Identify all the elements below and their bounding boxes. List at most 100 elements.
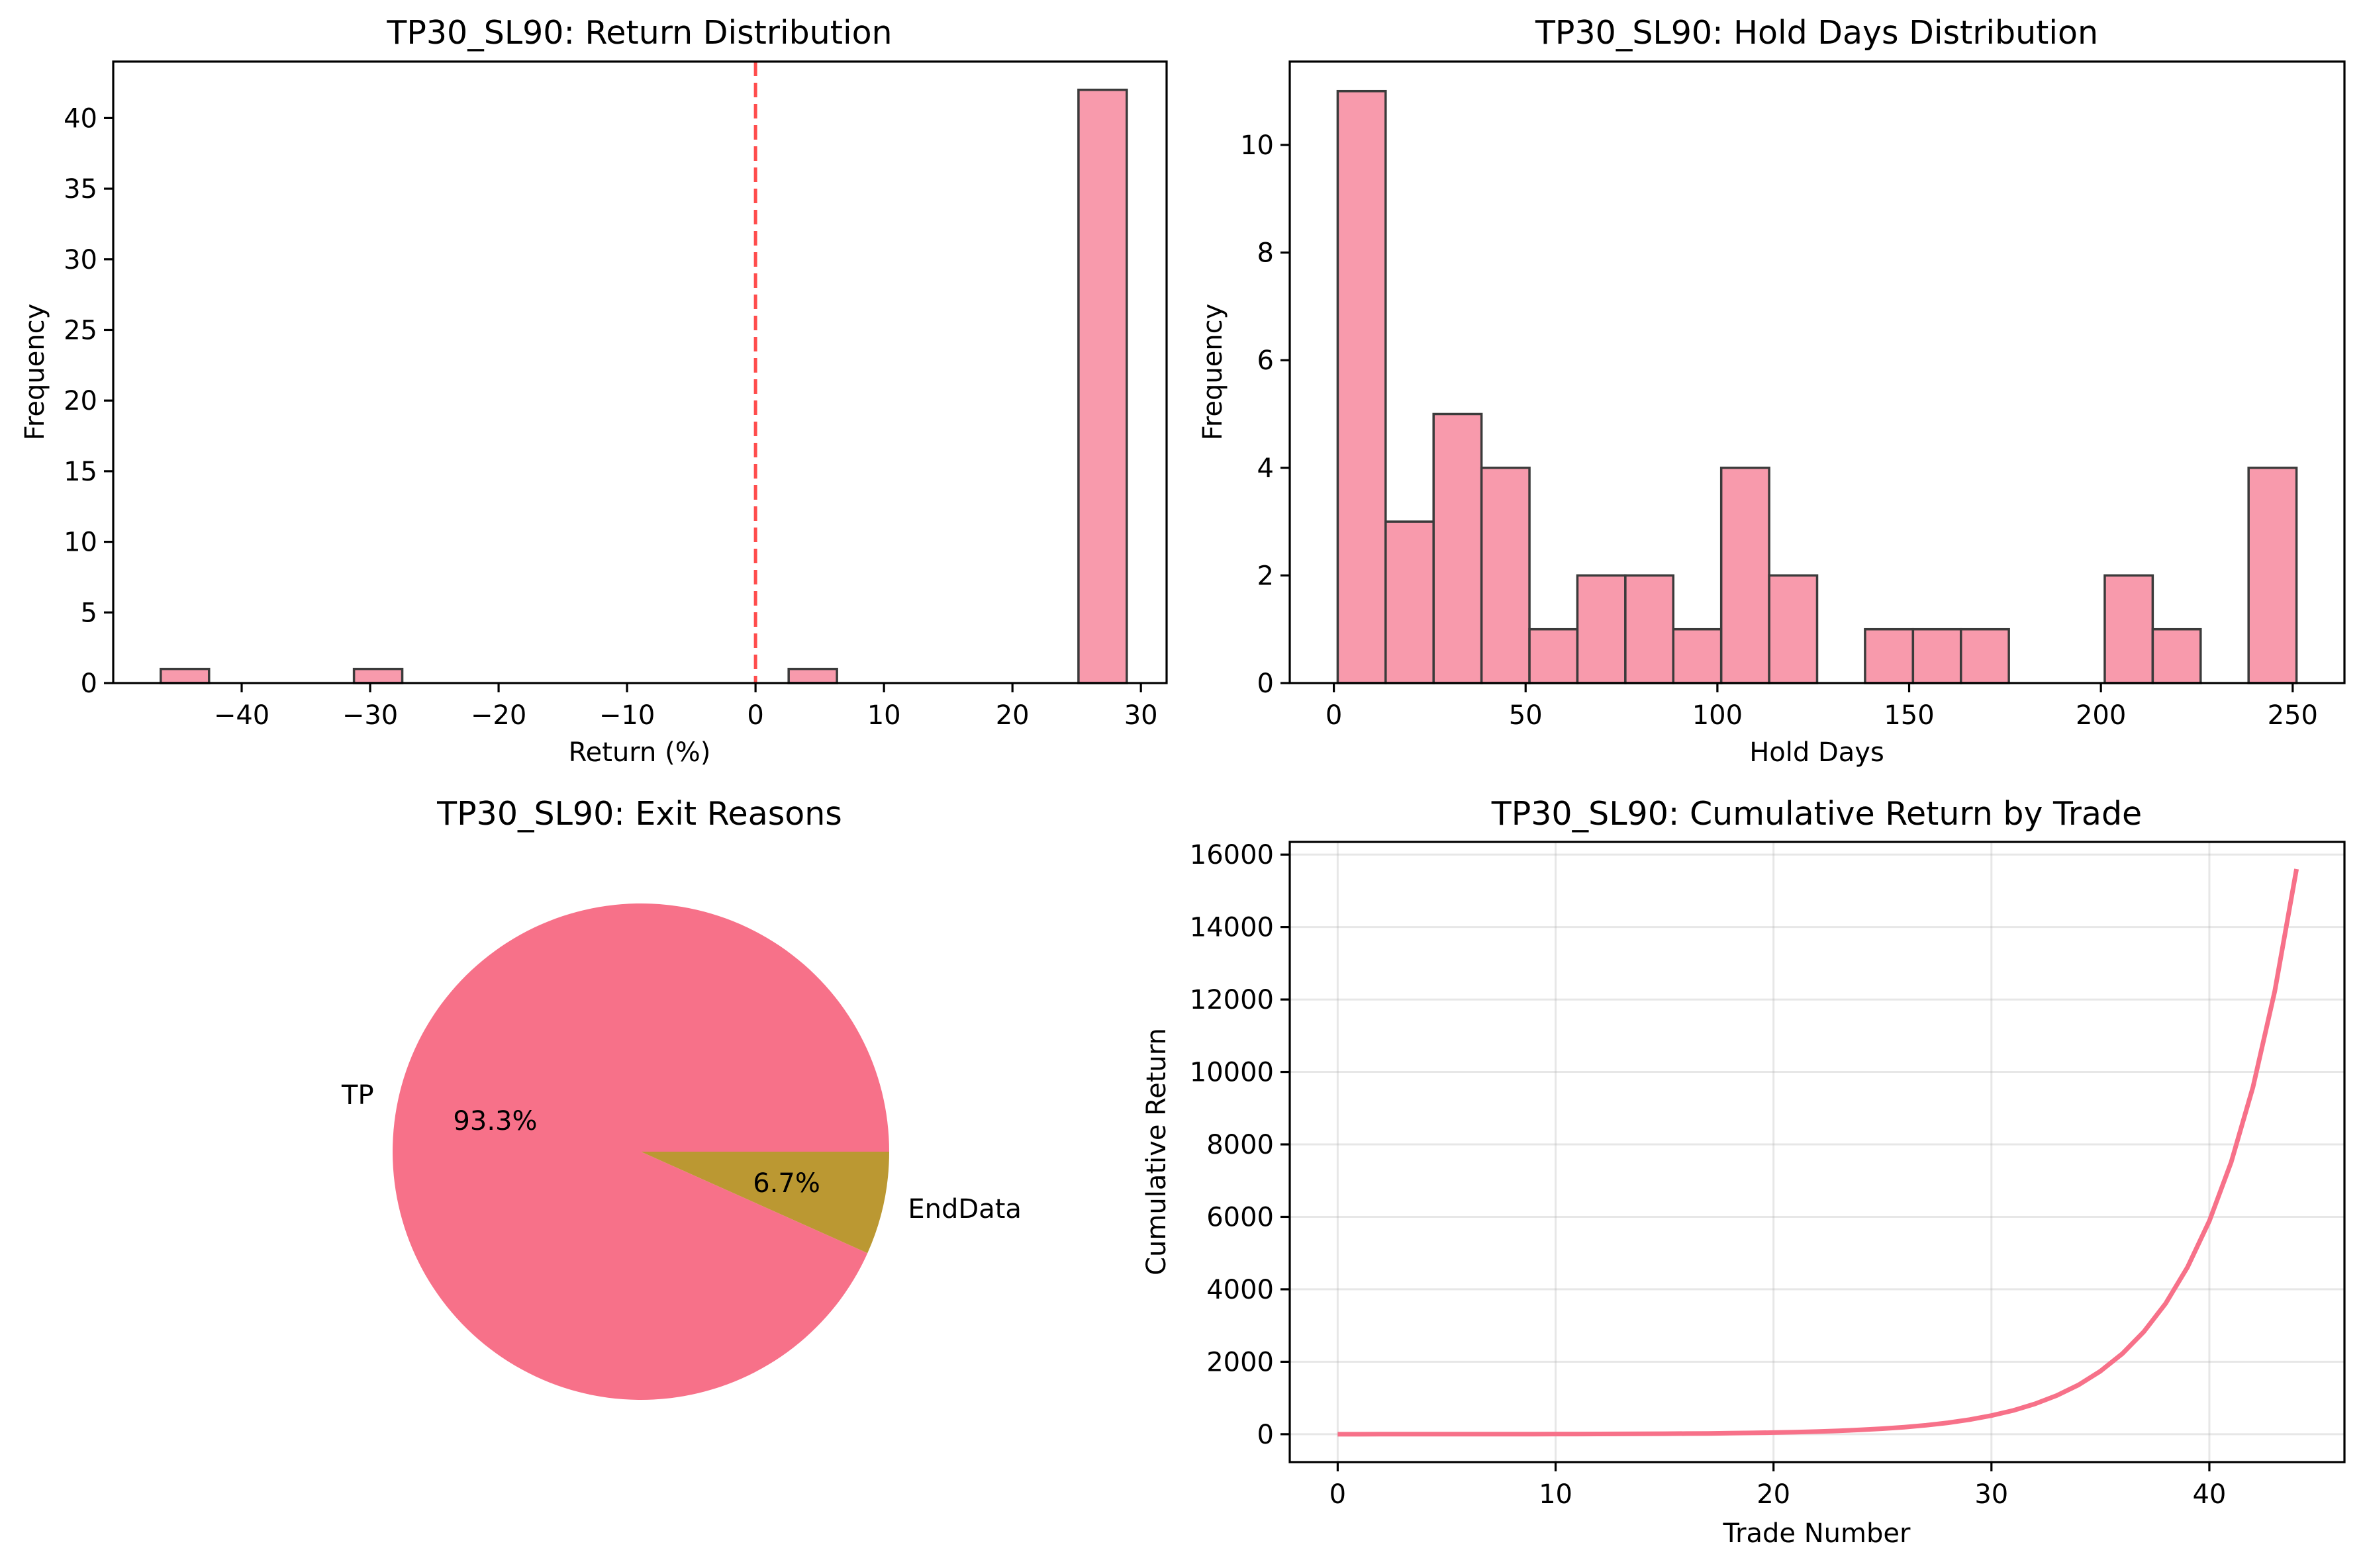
- y-tick-label: 5: [81, 598, 97, 628]
- return-dist-y-ticks: 0 5 10 15 20 25 30 35 40: [64, 103, 113, 699]
- y-tick-label: 30: [64, 245, 97, 275]
- y-tick-label: 20: [64, 386, 97, 416]
- x-tick-label: 10: [867, 700, 901, 731]
- histogram-bar: [1864, 627, 1915, 684]
- y-tick-label: 6: [1257, 346, 1274, 376]
- x-tick-label: 100: [1692, 700, 1743, 731]
- y-tick-label: 8: [1257, 238, 1274, 269]
- histogram-bar: [1528, 627, 1579, 684]
- y-tick-label: 0: [81, 669, 97, 699]
- histogram-bar: [1336, 89, 1387, 684]
- x-tick-label: 250: [2268, 700, 2318, 731]
- x-tick-label: 0: [1329, 1479, 1346, 1510]
- hold-days-axes-frame: [1288, 60, 2346, 684]
- pie-slice-tp: [393, 903, 889, 1400]
- y-tick-label: 16000: [1190, 840, 1274, 870]
- cumulative-grid: [1290, 842, 2344, 1462]
- y-tick-label: 25: [64, 315, 97, 346]
- hold-days-panel: TP30_SL90: Hold Days Distribution 0 50 100…: [1198, 14, 2346, 768]
- y-tick-label: 0: [1257, 669, 1274, 699]
- histogram-bar: [1719, 467, 1770, 684]
- histogram-bar: [2247, 467, 2298, 684]
- histogram-bar: [2103, 574, 2154, 684]
- y-tick-label: 35: [64, 174, 97, 205]
- cumulative-xlabel: Trade Number: [1723, 1518, 1911, 1549]
- histogram-bar: [1768, 574, 1819, 684]
- histogram-bar: [352, 667, 404, 684]
- pie-pct-label: 93.3%: [453, 1106, 537, 1136]
- cumulative-axes-frame: [1288, 841, 2346, 1463]
- y-tick-label: 10: [64, 528, 97, 558]
- y-tick-label: 2: [1257, 561, 1274, 591]
- x-tick-label: 40: [2192, 1479, 2226, 1510]
- return-dist-axes-frame: [112, 60, 1168, 684]
- hold-days-ylabel: Frequency: [1198, 304, 1228, 441]
- histogram-bar: [1077, 88, 1128, 684]
- histogram-bar: [1959, 627, 2010, 684]
- histogram-bar: [1384, 520, 1435, 684]
- y-tick-label: 4000: [1206, 1275, 1274, 1305]
- cumulative-ylabel: Cumulative Return: [1141, 1028, 1172, 1275]
- histogram-bar: [2151, 627, 2202, 684]
- x-tick-label: 200: [2076, 700, 2126, 731]
- histogram-bar: [787, 667, 838, 684]
- x-tick-label: −20: [471, 700, 526, 731]
- y-tick-label: 0: [1257, 1420, 1274, 1450]
- cumulative-return-title: TP30_SL90: Cumulative Return by Trade: [1491, 795, 2142, 833]
- histogram-bar: [160, 667, 211, 684]
- x-tick-label: 30: [1124, 700, 1158, 731]
- x-tick-label: −30: [342, 700, 398, 731]
- x-tick-label: 0: [1326, 700, 1342, 731]
- histogram-bar: [1480, 467, 1531, 684]
- return-dist-bars: [160, 88, 1128, 684]
- exit-reasons-title: TP30_SL90: Exit Reasons: [436, 795, 842, 833]
- histogram-bar: [1576, 574, 1627, 684]
- exit-reasons-panel: TP30_SL90: Exit Reasons TP 93.3% EndData 6.…: [341, 795, 1022, 1400]
- x-tick-label: 20: [1757, 1479, 1790, 1510]
- y-tick-label: 4: [1257, 453, 1274, 484]
- x-tick-label: 30: [1974, 1479, 2008, 1510]
- x-tick-label: 50: [1509, 700, 1543, 731]
- y-tick-label: 14000: [1190, 913, 1274, 943]
- hold-days-xlabel: Hold Days: [1749, 737, 1884, 768]
- pie-labels: TP 93.3% EndData 6.7%: [341, 1080, 1022, 1224]
- histogram-bar: [1911, 627, 1962, 684]
- pie-pct-label: 6.7%: [753, 1168, 820, 1199]
- cumulative-x-ticks: 0 10 20 30 40: [1329, 1462, 2226, 1510]
- y-tick-label: 10000: [1190, 1058, 1274, 1088]
- hold-days-x-ticks: 0 50 100 150 200 250: [1326, 683, 2318, 731]
- y-tick-label: 8000: [1206, 1130, 1274, 1160]
- y-tick-label: 10: [1240, 130, 1274, 161]
- x-tick-label: 10: [1539, 1479, 1572, 1510]
- x-tick-label: 20: [996, 700, 1030, 731]
- y-tick-label: 12000: [1190, 985, 1274, 1015]
- return-distribution-panel: TP30_SL90: Return Distribution −40 −30 −20…: [20, 14, 1168, 768]
- histogram-bar: [1624, 574, 1675, 684]
- hold-days-bars: [1336, 89, 2298, 684]
- pie-label: EndData: [908, 1194, 1022, 1224]
- y-tick-label: 40: [64, 103, 97, 134]
- pie-slice-enddata: [641, 1152, 889, 1254]
- y-tick-label: 6000: [1206, 1202, 1274, 1232]
- return-dist-xlabel: Return (%): [569, 737, 711, 768]
- y-tick-label: 15: [64, 457, 97, 487]
- histogram-bar: [1432, 412, 1483, 684]
- cumulative-return-panel: TP30_SL90: Cumulative Return by Trade 0 1…: [1141, 795, 2346, 1549]
- hold-days-title: TP30_SL90: Hold Days Distribution: [1535, 14, 2098, 52]
- histogram-bar: [1672, 627, 1723, 684]
- return-dist-x-ticks: −40 −30 −20 −10 0 10 20 30: [214, 683, 1158, 731]
- x-tick-label: −40: [214, 700, 269, 731]
- pie-label: TP: [341, 1080, 374, 1111]
- cumulative-y-ticks: 0 2000 4000 6000 8000 10000 12000 14000 16000: [1190, 840, 1290, 1450]
- x-tick-label: 0: [747, 700, 763, 731]
- y-tick-label: 2000: [1206, 1347, 1274, 1377]
- return-dist-ylabel: Frequency: [20, 304, 50, 441]
- x-tick-label: 150: [1884, 700, 1934, 731]
- hold-days-y-ticks: 0 2 4 6 8 10: [1240, 130, 1290, 699]
- pie-slices: [393, 903, 889, 1400]
- x-tick-label: −10: [599, 700, 655, 731]
- cumulative-return-line: [1337, 868, 2299, 1437]
- return-dist-title: TP30_SL90: Return Distribution: [386, 14, 892, 52]
